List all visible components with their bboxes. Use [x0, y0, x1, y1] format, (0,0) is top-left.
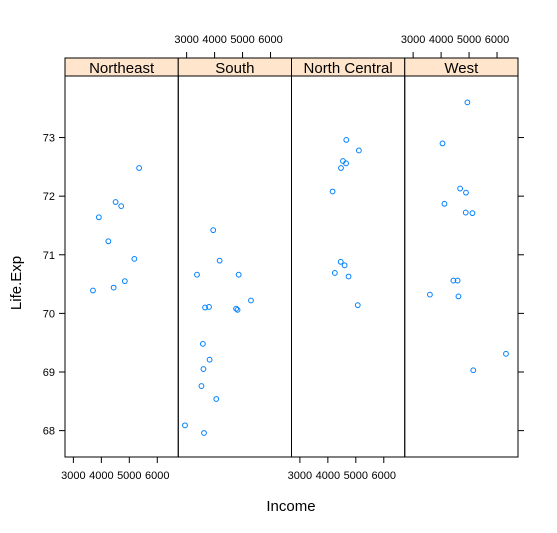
data-point: [464, 99, 471, 106]
data-point: [462, 209, 469, 216]
data-point: [343, 136, 350, 143]
y-axis-title: Life.Exp: [8, 256, 25, 310]
x-tick-label: 5000: [344, 470, 368, 482]
data-point: [248, 297, 254, 304]
data-point: [354, 302, 361, 309]
data-point: [200, 366, 207, 372]
x-tick-label: 3000: [401, 34, 425, 46]
data-point: [338, 165, 344, 171]
data-point: [201, 430, 207, 436]
data-point: [202, 304, 208, 311]
panel-west: West 3000 4000 5000 6000: [401, 34, 519, 458]
panel-strip-label: North Central: [304, 60, 393, 77]
panel-frame: [404, 75, 519, 458]
x-tick-label: 6000: [372, 470, 396, 482]
x-tick-label: 4000: [429, 34, 453, 46]
y-tick-label: 68: [43, 426, 55, 438]
data-point: [194, 271, 200, 278]
data-point: [206, 304, 212, 310]
data-point: [112, 199, 119, 205]
data-point: [110, 284, 117, 291]
data-point: [455, 293, 462, 300]
panels-layer: Northeast 3000 4000 5000 6000 South 3000 4000 50…: [61, 34, 519, 482]
data-point: [454, 277, 461, 284]
panel-south: South 3000 4000 5000 6000: [174, 34, 292, 458]
data-point: [131, 255, 138, 262]
y-tick-label: 73: [43, 133, 55, 145]
panel-north-central: North Central 3000 4000 5000 6000: [288, 57, 406, 482]
data-point: [345, 273, 352, 280]
panel-strip-label: West: [444, 60, 479, 77]
x-tick-label: 5000: [230, 34, 254, 46]
x-tick-label: 3000: [61, 470, 85, 482]
data-point: [198, 383, 205, 389]
data-point: [337, 258, 344, 265]
y-tick-label: 69: [43, 367, 55, 379]
data-point: [234, 306, 241, 313]
x-tick-label: 3000: [174, 34, 198, 46]
data-point: [341, 262, 348, 269]
y-tick-label: 72: [43, 191, 55, 203]
data-point: [343, 160, 349, 167]
x-axis-title: Income: [266, 498, 315, 515]
panel-frame: [291, 75, 406, 458]
data-point: [216, 257, 223, 264]
data-point: [441, 200, 448, 207]
data-point: [450, 277, 457, 284]
y-tick-label: 71: [43, 250, 55, 262]
data-point: [470, 367, 477, 374]
data-point: [182, 422, 188, 429]
x-tick-label: 6000: [258, 34, 282, 46]
data-point: [355, 147, 362, 154]
data-point: [199, 340, 206, 347]
data-point: [457, 185, 464, 192]
data-point: [95, 214, 102, 221]
data-point: [463, 189, 469, 196]
data-point: [118, 203, 125, 210]
data-point: [210, 227, 217, 234]
data-point: [136, 165, 143, 171]
y-axis-right: [518, 137, 524, 432]
x-tick-label: 5000: [457, 34, 481, 46]
panel-frame: [177, 75, 292, 458]
panel-frame: [64, 75, 179, 458]
y-axis-left: 68 69 70 71 72 73: [43, 133, 65, 438]
x-tick-label: 4000: [89, 470, 113, 482]
x-tick-label: 4000: [316, 470, 340, 482]
data-point: [121, 278, 128, 285]
data-point: [331, 270, 338, 276]
data-point: [206, 356, 213, 363]
data-point: [233, 305, 240, 312]
data-point: [105, 238, 112, 245]
x-tick-label: 6000: [485, 34, 509, 46]
data-point: [439, 140, 446, 147]
panel-northeast: Northeast 3000 4000 5000 6000: [61, 57, 179, 482]
data-point: [427, 291, 433, 298]
data-point: [213, 396, 220, 402]
panel-strip-label: South: [215, 60, 254, 77]
x-tick-label: 6000: [145, 470, 169, 482]
x-tick-label: 3000: [288, 470, 312, 482]
data-point: [469, 210, 476, 217]
panel-strip-label: Northeast: [89, 60, 155, 77]
x-tick-label: 4000: [202, 34, 226, 46]
data-point: [90, 287, 96, 294]
data-point: [329, 188, 336, 195]
data-point: [503, 350, 509, 357]
x-tick-label: 5000: [117, 470, 141, 482]
data-point: [235, 271, 242, 278]
y-tick-label: 70: [43, 308, 55, 320]
